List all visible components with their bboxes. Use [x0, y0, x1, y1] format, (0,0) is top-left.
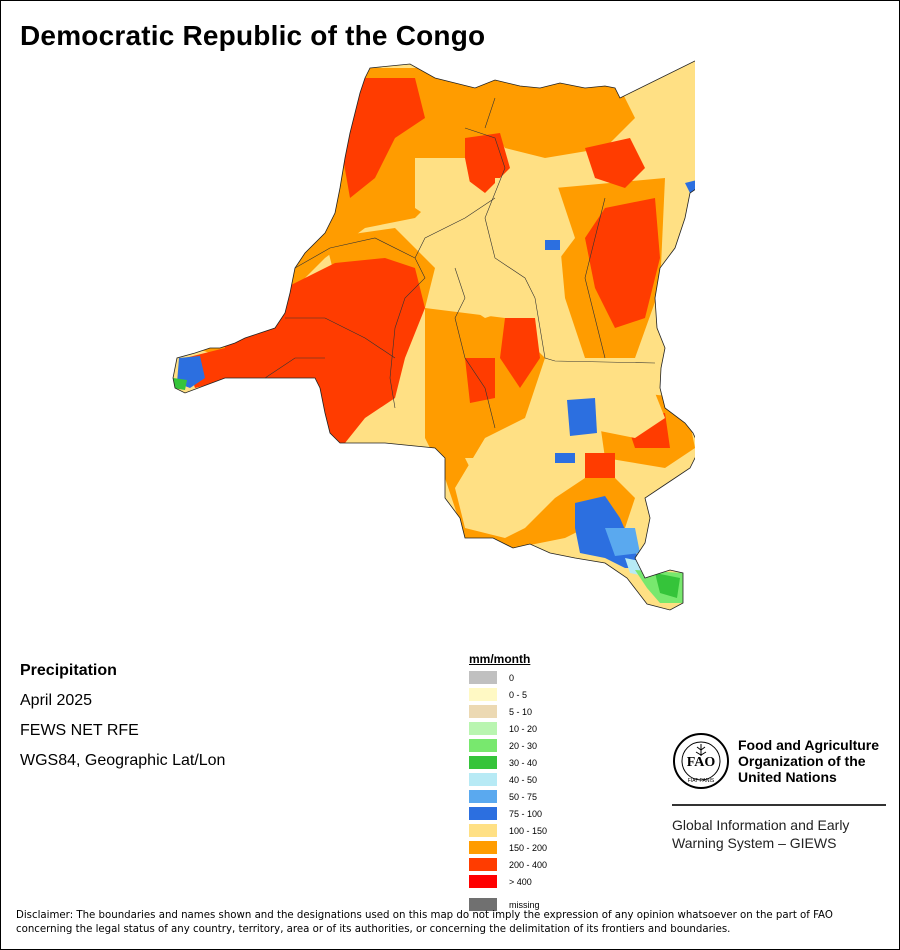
- country-outline: [172, 60, 695, 611]
- org-line: Food and Agriculture: [738, 737, 880, 753]
- legend-unit: mm/month: [469, 652, 531, 666]
- legend-label: > 400: [509, 876, 532, 887]
- legend-swatch: [469, 756, 497, 769]
- legend-swatch: [469, 773, 497, 786]
- legend-swatch: [469, 722, 497, 735]
- legend-swatch: [469, 688, 497, 701]
- legend-swatch: [469, 807, 497, 820]
- province-boundaries: [264, 97, 656, 429]
- projection-label: WGS84, Geographic Lat/Lon: [20, 752, 226, 769]
- legend-swatch: [469, 790, 497, 803]
- legend-swatch: [469, 841, 497, 854]
- legend-label: 75 - 100: [509, 808, 543, 819]
- svg-text:FAO: FAO: [687, 755, 716, 770]
- legend: mm/month 0 0 - 5 5 - 10 10 - 20 20 - 30 30 - …: [469, 652, 547, 913]
- legend-label: 5 - 10: [509, 706, 533, 717]
- program-line: Warning System – GIEWS: [672, 835, 837, 851]
- legend-item: 5 - 10: [469, 703, 547, 720]
- fao-logo-icon: FAO FIAT PANIS: [673, 733, 729, 789]
- legend-label: 40 - 50: [509, 774, 538, 785]
- svg-text:FIAT PANIS: FIAT PANIS: [688, 778, 715, 784]
- legend-label: 150 - 200: [509, 842, 548, 853]
- legend-item: 40 - 50: [469, 771, 547, 788]
- org-line: Organization of the: [738, 753, 866, 769]
- fao-branding: FAO FIAT PANIS Food and Agriculture Orga…: [672, 732, 888, 852]
- legend-missing: missing: [469, 896, 547, 913]
- legend-item: 0: [469, 669, 547, 686]
- org-line: United Nations: [738, 769, 837, 785]
- legend-item: 0 - 5: [469, 686, 547, 703]
- source-label: FEWS NET RFE: [20, 722, 139, 739]
- legend-swatch: [469, 898, 497, 911]
- legend-label: 200 - 400: [509, 859, 548, 870]
- period-label: April 2025: [20, 692, 93, 709]
- map-title: Democratic Republic of the Congo: [20, 20, 486, 51]
- legend-swatch: [469, 858, 497, 871]
- legend-item: > 400: [469, 873, 547, 890]
- legend-swatch: [469, 671, 497, 684]
- program-line: Global Information and Early: [672, 817, 850, 833]
- legend-item: 10 - 20: [469, 720, 547, 737]
- variable-label: Precipitation: [20, 662, 117, 679]
- divider: [672, 804, 886, 806]
- legend-swatch: [469, 739, 497, 752]
- map-metadata: Precipitation April 2025 FEWS NET RFE WG…: [20, 656, 225, 776]
- legend-label: 100 - 150: [509, 825, 548, 836]
- legend-item: 30 - 40: [469, 754, 547, 771]
- legend-label: 30 - 40: [509, 757, 538, 768]
- legend-item: 50 - 75: [469, 788, 547, 805]
- precipitation-raster: [173, 58, 695, 610]
- legend-label: 0 - 5: [509, 689, 528, 700]
- legend-item: 100 - 150: [469, 822, 547, 839]
- legend-label: 10 - 20: [509, 723, 538, 734]
- legend-label: 50 - 75: [509, 791, 538, 802]
- legend-swatch: [469, 824, 497, 837]
- legend-swatch: [469, 875, 497, 888]
- legend-item: 20 - 30: [469, 737, 547, 754]
- legend-item: 200 - 400: [469, 856, 547, 873]
- legend-label: missing: [509, 899, 540, 910]
- legend-item: 150 - 200: [469, 839, 547, 856]
- legend-swatch: [469, 705, 497, 718]
- legend-label: 20 - 30: [509, 740, 538, 751]
- fao-org-name: Food and Agriculture Organization of the…: [738, 737, 879, 785]
- legend-label: 0: [509, 672, 515, 683]
- disclaimer: Disclaimer: The boundaries and names sho…: [16, 910, 833, 935]
- precipitation-map: [165, 58, 695, 613]
- giews-label: Global Information and Early Warning Sys…: [672, 816, 888, 852]
- legend-item: 75 - 100: [469, 805, 547, 822]
